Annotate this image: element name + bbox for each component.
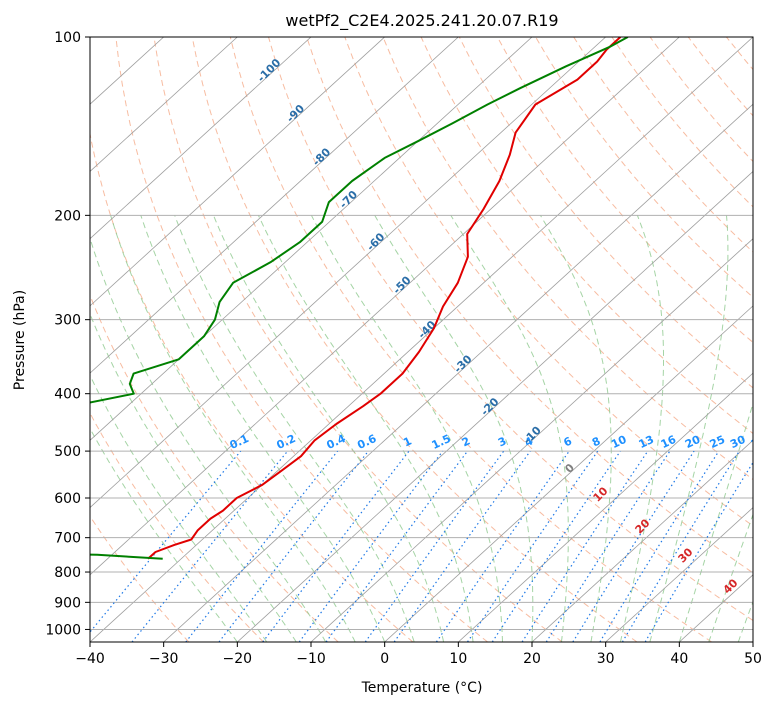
x-tick-label: 10	[449, 651, 467, 667]
isotherm	[163, 103, 753, 642]
dry-adiabat	[90, 515, 190, 642]
mixing-ratio-label: 36	[749, 433, 769, 451]
mixing-ratio-line	[521, 450, 649, 642]
moist-adiabat	[90, 236, 327, 642]
moist-adiabat	[110, 215, 356, 642]
x-tick-label: 50	[744, 651, 762, 667]
dry-adiabat	[229, 37, 712, 642]
moist-adiabat	[539, 215, 612, 642]
mixing-ratio-line	[393, 450, 531, 642]
isotherm	[90, 37, 385, 307]
dry-adiabat	[306, 37, 753, 574]
profile-lines	[90, 37, 629, 560]
plot-frame	[89, 36, 754, 643]
y-tick-label: 400	[54, 387, 81, 403]
mixing-ratio-label: 20	[683, 433, 703, 451]
mixing-ratio-line	[466, 450, 599, 642]
dry-adiabat	[535, 37, 753, 298]
moist-adiabat	[90, 427, 238, 642]
x-axis-title: Temperature (°C)	[361, 680, 483, 696]
mixing-ratio-label: 25	[708, 433, 727, 451]
isotherm	[237, 170, 753, 642]
dewpoint-profile	[90, 37, 629, 560]
dry-adiabat	[382, 37, 753, 481]
mixing-ratio-line	[185, 450, 339, 642]
dry-adiabat	[496, 37, 753, 344]
x-tick-label: −40	[75, 651, 105, 667]
mixing-ratio-line	[491, 450, 621, 642]
dry-adiabat	[90, 131, 414, 642]
moist-adiabat	[213, 215, 445, 642]
isotherm	[310, 238, 753, 642]
isotherm	[90, 37, 459, 374]
mixing-ratio-label: 13	[637, 433, 656, 451]
y-tick-label: 300	[54, 313, 81, 329]
y-tick-label: 700	[54, 531, 81, 547]
moist-adiabat	[90, 312, 297, 642]
moist-adiabat	[450, 215, 569, 642]
background-lines	[90, 37, 775, 642]
isotherm	[752, 641, 753, 642]
y-tick-label: 1000	[45, 622, 81, 638]
mixing-ratio-line	[572, 450, 695, 642]
dry-adiabat	[765, 37, 775, 642]
mixing-ratio-label: 16	[659, 433, 679, 451]
mixing-ratio-line	[435, 450, 570, 642]
mixing-ratio-line	[621, 450, 740, 642]
x-axis-ticks: −40 −30 −20 −10 0 10 20 30 40 50	[75, 642, 762, 667]
dry-adiabat	[90, 412, 264, 642]
x-tick-label: 30	[597, 651, 615, 667]
chart-title: wetPf2_C2E4.2025.241.20.07.R19	[285, 11, 558, 31]
x-tick-label: 20	[523, 651, 541, 667]
isotherm	[90, 37, 312, 240]
x-tick-label: 40	[670, 651, 688, 667]
y-tick-label: 800	[54, 565, 81, 581]
isotherm	[90, 37, 680, 576]
dry-adiabat	[115, 37, 488, 642]
x-tick-label: −20	[223, 651, 253, 667]
mixing-ratio-line	[599, 450, 720, 642]
moist-adiabat	[619, 215, 664, 642]
isotherm	[384, 305, 753, 642]
isotherm	[605, 507, 753, 642]
isotherm	[458, 372, 753, 642]
moist-adiabat	[90, 374, 268, 642]
mixing-ratio-label: 30	[728, 433, 748, 451]
y-tick-label: 600	[54, 491, 81, 507]
y-tick-label: 200	[54, 208, 81, 224]
dry-adiabat	[268, 37, 753, 622]
moist-adiabat	[374, 215, 534, 642]
mixing-ratio-line	[644, 461, 753, 642]
dry-adiabat	[191, 37, 638, 642]
mixing-ratio-label: 10	[609, 433, 629, 451]
y-axis-ticks: 100 200 300 400 500 600 700 800 900 1000	[45, 30, 90, 638]
mixing-ratio-line	[262, 450, 410, 642]
dry-adiabat	[90, 293, 339, 642]
moist-adiabat	[310, 215, 503, 642]
mixing-ratio-line	[131, 450, 289, 642]
y-axis-title: Pressure (hPa)	[12, 290, 28, 390]
isotherm	[90, 37, 606, 509]
y-tick-label: 500	[54, 444, 81, 460]
moist-adiabat	[257, 215, 474, 642]
mixing-ratio-line	[545, 450, 671, 642]
temperature-profile	[147, 37, 622, 560]
x-tick-label: 0	[380, 651, 389, 667]
x-tick-label: −30	[149, 651, 179, 667]
moist-adiabat	[140, 215, 386, 642]
isotherm	[531, 439, 753, 642]
y-tick-label: 100	[54, 30, 81, 46]
isotherm	[90, 37, 753, 642]
x-tick-label: −10	[296, 651, 326, 667]
isotherm	[90, 37, 238, 172]
y-tick-label: 900	[54, 595, 81, 611]
